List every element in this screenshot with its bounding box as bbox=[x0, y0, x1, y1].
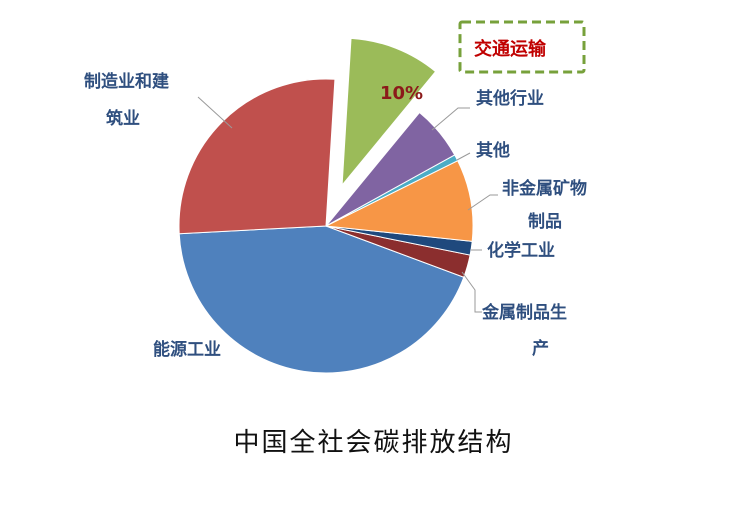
label-nonmetal: 非金属矿物 bbox=[502, 178, 587, 199]
leader-line-nonmetal bbox=[467, 194, 498, 211]
leader-line-mfg bbox=[197, 96, 233, 129]
pie-slices bbox=[178, 37, 474, 374]
leader-line-other bbox=[456, 152, 471, 161]
label-metal: 金属制品生 bbox=[481, 302, 567, 323]
pie-slice-0 bbox=[178, 225, 465, 374]
leader-line-other-ind bbox=[431, 107, 470, 131]
label-mfg: 制造业和建 bbox=[84, 71, 169, 92]
transport-highlight-box bbox=[458, 20, 586, 74]
label-mfg-line2: 筑业 bbox=[106, 108, 140, 129]
pie-slice-6 bbox=[341, 37, 437, 187]
label-other: 其他 bbox=[476, 140, 510, 161]
data-label-transport: 10% bbox=[380, 83, 423, 104]
pie-slice-3 bbox=[324, 159, 474, 242]
label-other-industries: 其他行业 bbox=[476, 88, 544, 109]
chart-caption: 中国全社会碳排放结构 bbox=[233, 428, 514, 458]
pie-slice-7 bbox=[178, 78, 336, 235]
label-chemical: 化学工业 bbox=[487, 240, 555, 261]
leader-line-metal bbox=[461, 271, 482, 313]
label-metal-line2: 产 bbox=[532, 338, 549, 359]
pie-slice-5 bbox=[325, 111, 456, 227]
label-transport: 交通运输 bbox=[474, 38, 547, 60]
label-energy: 能源工业 bbox=[153, 339, 221, 360]
label-nonmetal-line2: 制品 bbox=[528, 211, 562, 232]
